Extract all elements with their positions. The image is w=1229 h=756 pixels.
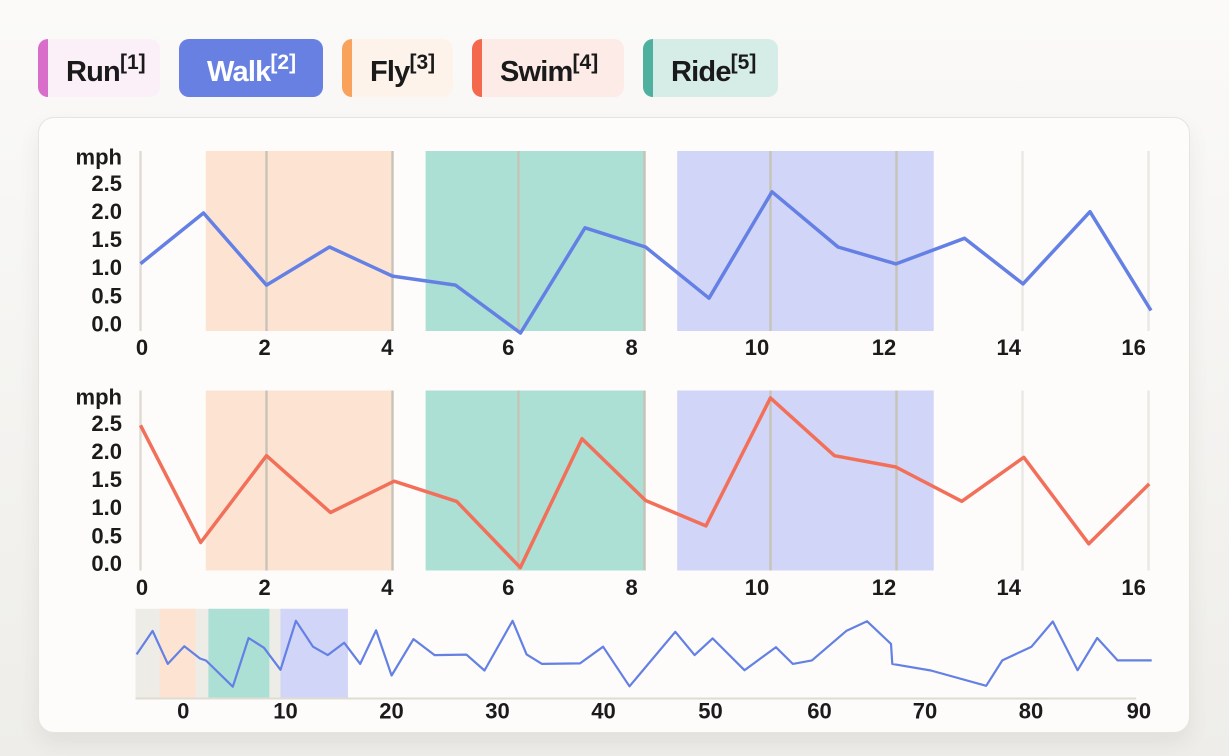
svg-text:4: 4 [381, 335, 394, 360]
svg-text:6: 6 [502, 335, 514, 360]
svg-text:70: 70 [913, 698, 937, 723]
svg-text:2: 2 [258, 575, 270, 600]
svg-text:mph: mph [76, 384, 122, 409]
svg-text:80: 80 [1019, 698, 1043, 723]
svg-text:30: 30 [485, 698, 509, 723]
svg-text:0: 0 [136, 575, 148, 600]
svg-text:20: 20 [379, 698, 403, 723]
svg-text:90: 90 [1127, 698, 1151, 723]
svg-text:16: 16 [1121, 575, 1145, 600]
svg-text:mph: mph [76, 144, 122, 169]
svg-text:10: 10 [745, 335, 769, 360]
svg-text:1.5: 1.5 [91, 467, 122, 492]
svg-text:50: 50 [698, 698, 722, 723]
svg-text:12: 12 [872, 335, 896, 360]
svg-text:10: 10 [745, 575, 769, 600]
svg-text:2.0: 2.0 [91, 199, 122, 224]
svg-text:8: 8 [625, 335, 637, 360]
svg-text:4: 4 [381, 575, 394, 600]
svg-text:16: 16 [1121, 335, 1145, 360]
svg-text:8: 8 [625, 575, 637, 600]
svg-text:14: 14 [997, 575, 1022, 600]
svg-text:2.5: 2.5 [91, 411, 122, 436]
svg-text:1.0: 1.0 [91, 255, 122, 280]
svg-text:0.5: 0.5 [91, 284, 122, 309]
svg-text:2.5: 2.5 [91, 171, 122, 196]
svg-text:1.5: 1.5 [91, 227, 122, 252]
svg-text:0: 0 [177, 698, 189, 723]
svg-text:0.5: 0.5 [91, 523, 122, 548]
svg-text:40: 40 [591, 698, 615, 723]
svg-text:60: 60 [807, 698, 831, 723]
svg-text:14: 14 [997, 335, 1022, 360]
svg-text:2.0: 2.0 [91, 439, 122, 464]
svg-text:12: 12 [872, 575, 896, 600]
svg-text:0.0: 0.0 [91, 311, 122, 336]
svg-text:2: 2 [258, 335, 270, 360]
svg-text:1.0: 1.0 [91, 495, 122, 520]
svg-text:0.0: 0.0 [91, 551, 122, 576]
svg-text:6: 6 [502, 575, 514, 600]
svg-text:0: 0 [136, 335, 148, 360]
svg-text:10: 10 [273, 698, 297, 723]
